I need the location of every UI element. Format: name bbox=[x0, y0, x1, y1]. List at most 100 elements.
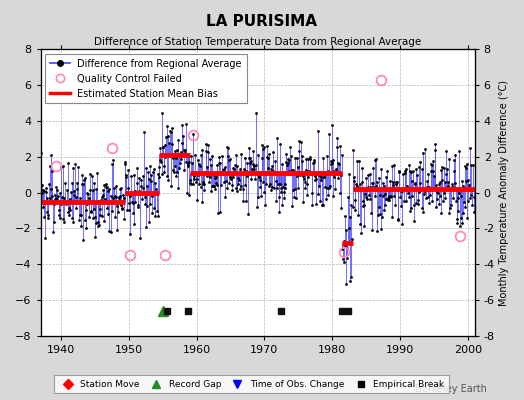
Point bbox=[39, 204, 48, 210]
Point bbox=[170, 169, 178, 175]
Point bbox=[200, 187, 209, 193]
Point bbox=[121, 160, 129, 167]
Point bbox=[216, 209, 224, 216]
Point bbox=[48, 193, 56, 199]
Point bbox=[107, 192, 115, 199]
Point bbox=[456, 223, 464, 230]
Point bbox=[369, 180, 378, 186]
Point bbox=[269, 168, 278, 174]
Point bbox=[220, 179, 228, 186]
Point bbox=[353, 158, 361, 164]
Point bbox=[464, 198, 473, 205]
Point bbox=[102, 181, 110, 187]
Point bbox=[400, 198, 408, 204]
Point bbox=[401, 170, 409, 176]
Point bbox=[141, 224, 150, 230]
Point bbox=[312, 175, 320, 182]
Point bbox=[372, 182, 380, 189]
Point bbox=[166, 129, 174, 135]
Point bbox=[232, 185, 240, 192]
Point bbox=[325, 185, 334, 191]
Point bbox=[129, 200, 137, 207]
Point bbox=[75, 216, 83, 223]
Point bbox=[259, 146, 267, 152]
Point bbox=[314, 191, 322, 197]
Point bbox=[298, 158, 307, 164]
Point bbox=[185, 159, 193, 166]
Point bbox=[424, 200, 433, 206]
Point bbox=[264, 155, 272, 161]
Point bbox=[366, 171, 374, 178]
Point bbox=[406, 168, 414, 174]
Point bbox=[214, 160, 223, 166]
Point bbox=[268, 163, 277, 169]
Point bbox=[212, 174, 221, 180]
Point bbox=[444, 182, 452, 189]
Point bbox=[82, 207, 91, 214]
Point bbox=[229, 174, 237, 180]
Point bbox=[335, 143, 344, 149]
Point bbox=[392, 181, 400, 187]
Point bbox=[79, 180, 88, 187]
Point bbox=[421, 146, 430, 152]
Point bbox=[112, 194, 120, 200]
Point bbox=[388, 163, 396, 169]
Point bbox=[60, 219, 69, 225]
Point bbox=[113, 226, 121, 233]
Point bbox=[129, 172, 138, 178]
Point bbox=[306, 154, 314, 160]
Point bbox=[304, 156, 312, 162]
Point bbox=[422, 195, 430, 201]
Point bbox=[311, 177, 319, 183]
Point bbox=[195, 181, 203, 188]
Point bbox=[128, 210, 137, 216]
Point bbox=[60, 195, 68, 201]
Point bbox=[346, 277, 355, 284]
Point bbox=[105, 227, 113, 234]
Point bbox=[98, 194, 106, 200]
Point bbox=[145, 176, 153, 182]
Point bbox=[57, 200, 65, 207]
Point bbox=[365, 196, 374, 202]
Point bbox=[276, 141, 284, 147]
Point bbox=[108, 195, 117, 201]
Point bbox=[57, 164, 66, 171]
Point bbox=[156, 156, 164, 163]
Point bbox=[405, 194, 413, 200]
Point bbox=[173, 169, 181, 175]
Point bbox=[412, 200, 420, 206]
Point bbox=[41, 185, 50, 192]
Point bbox=[113, 203, 122, 209]
Point bbox=[172, 173, 180, 180]
Point bbox=[377, 166, 386, 172]
Point bbox=[225, 180, 234, 186]
Point bbox=[470, 209, 478, 215]
Point bbox=[352, 181, 360, 188]
Point bbox=[71, 161, 79, 167]
Point bbox=[342, 227, 351, 233]
Point bbox=[338, 246, 346, 252]
Point bbox=[287, 153, 295, 159]
Point bbox=[314, 183, 323, 189]
Point bbox=[92, 186, 100, 192]
Point bbox=[115, 192, 124, 199]
Point bbox=[59, 216, 67, 222]
Point bbox=[199, 178, 207, 185]
Point bbox=[226, 174, 235, 180]
Point bbox=[401, 198, 410, 204]
Point bbox=[294, 138, 303, 145]
Point bbox=[204, 142, 212, 148]
Point bbox=[347, 274, 356, 280]
Point bbox=[254, 194, 262, 200]
Point bbox=[66, 196, 74, 202]
Point bbox=[245, 145, 253, 151]
Point bbox=[147, 178, 155, 184]
Point bbox=[390, 162, 399, 168]
Point bbox=[119, 195, 128, 201]
Point bbox=[435, 201, 443, 208]
Point bbox=[398, 220, 406, 227]
Point bbox=[364, 184, 373, 190]
Point bbox=[47, 152, 55, 158]
Point bbox=[158, 110, 166, 116]
Point bbox=[80, 177, 88, 183]
